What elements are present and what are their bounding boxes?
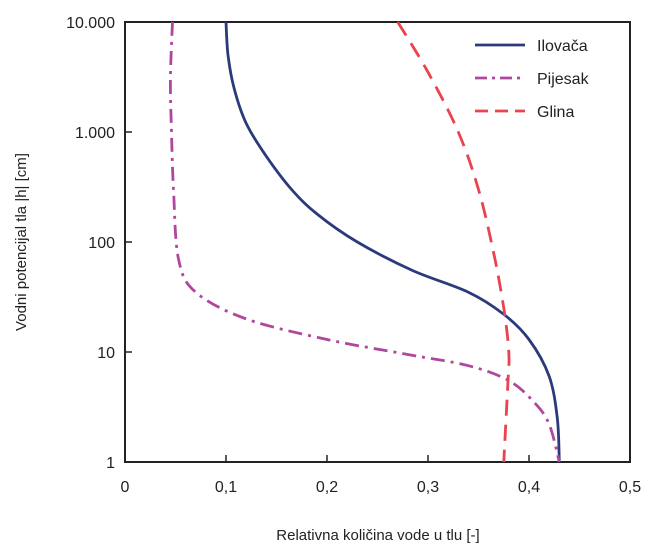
series-line-1 [224, 21, 561, 463]
series-line-2 [168, 21, 561, 463]
y-tick-label: 1 [106, 455, 115, 472]
y-tick-label: 1.000 [75, 125, 115, 142]
y-axis-label: Vodni potencijal tla |h| [cm] [13, 153, 30, 331]
x-tick-label: 0,5 [619, 479, 641, 496]
x-axis-label: Relativna količina vode u tlu [-] [276, 527, 479, 544]
y-tick-label: 100 [88, 235, 115, 252]
y-axis-ticks: 1 10 100 1.000 10.000 [66, 15, 132, 472]
legend-label: Glina [537, 104, 574, 121]
series-line-3 [396, 21, 511, 463]
y-tick-label: 10 [97, 345, 115, 362]
y-tick-label: 10.000 [66, 15, 115, 32]
legend: Ilovača Pijesak Glina [475, 38, 590, 121]
x-axis-ticks: 0 0,1 0,2 0,3 0,4 0,5 [121, 455, 641, 496]
x-tick-label: 0,4 [518, 479, 540, 496]
x-tick-label: 0,1 [215, 479, 237, 496]
series-layer [168, 21, 561, 463]
legend-label: Ilovača [537, 38, 588, 55]
x-tick-label: 0,2 [316, 479, 338, 496]
legend-label: Pijesak [537, 71, 590, 88]
x-tick-label: 0 [121, 479, 130, 496]
x-tick-label: 0,3 [417, 479, 439, 496]
